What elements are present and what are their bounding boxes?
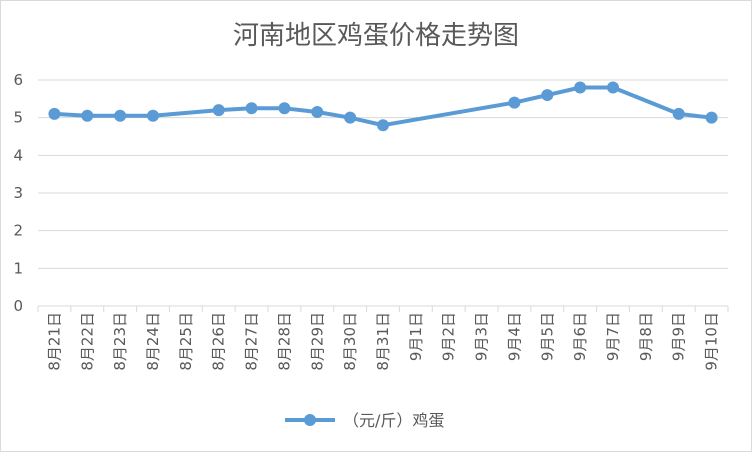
x-axis — [37, 305, 729, 312]
y-tick-label: 5 — [13, 109, 23, 127]
gridlines — [38, 79, 728, 269]
x-tick-label: 8月31日 — [374, 312, 392, 371]
x-tick-label: 8月23日 — [111, 312, 129, 371]
x-tick-label: 8月30日 — [341, 312, 359, 371]
y-tick-label: 1 — [13, 259, 23, 277]
legend-marker — [304, 414, 316, 426]
x-tick-label: 9月7日 — [604, 312, 622, 361]
data-point — [574, 81, 587, 94]
legend: （元/斤）鸡蛋 — [285, 411, 444, 430]
data-point — [377, 119, 389, 132]
y-tick-label: 6 — [13, 71, 23, 89]
x-tick-label: 8月24日 — [144, 312, 162, 371]
x-tick-label: 8月28日 — [275, 312, 293, 371]
chart-title: 河南地区鸡蛋价格走势图 — [233, 21, 519, 51]
data-point — [212, 104, 225, 117]
x-tick-label: 9月6日 — [571, 312, 589, 361]
data-point — [705, 111, 718, 124]
y-tick-label: 2 — [13, 222, 23, 240]
data-point — [607, 81, 619, 94]
x-tick-label: 8月22日 — [78, 312, 96, 371]
legend-label: （元/斤）鸡蛋 — [343, 411, 444, 430]
x-tick-label: 9月8日 — [637, 312, 655, 361]
series-layer — [48, 81, 718, 132]
x-tick-label: 8月26日 — [210, 312, 228, 371]
data-point — [48, 107, 61, 120]
x-tick-label: 9月3日 — [473, 312, 491, 361]
data-point — [147, 109, 159, 122]
data-point — [344, 111, 357, 124]
data-point — [672, 107, 685, 120]
data-point — [311, 106, 324, 119]
series-line — [54, 85, 712, 128]
data-point — [114, 109, 127, 122]
x-tick-label: 8月25日 — [177, 312, 195, 371]
x-tick-label: 9月10日 — [703, 312, 721, 371]
x-tick-label: 8月29日 — [308, 312, 326, 371]
x-tick-label: 8月21日 — [45, 312, 63, 371]
x-tick-label: 9月1日 — [407, 312, 425, 361]
y-tick-label: 3 — [13, 184, 23, 202]
y-tick-label: 0 — [13, 297, 23, 315]
x-tick-label: 9月5日 — [538, 312, 556, 361]
x-tick-label: 9月4日 — [505, 312, 523, 361]
data-point — [278, 102, 291, 115]
x-tick-label: 9月2日 — [440, 312, 458, 361]
data-point — [81, 109, 94, 122]
data-point — [245, 102, 258, 115]
data-point — [508, 96, 521, 109]
y-tick-label: 4 — [13, 146, 23, 164]
y-axis-ticks: 0 1 2 3 4 5 6 — [13, 71, 23, 315]
x-axis-ticks: 8月21日 8月22日 8月23日 8月24日 8月25日 8月26日 8月27日 8月28日… — [45, 312, 720, 371]
x-tick-label: 9月9日 — [670, 312, 688, 361]
x-tick-label: 8月27日 — [243, 312, 261, 371]
data-point — [541, 89, 554, 102]
